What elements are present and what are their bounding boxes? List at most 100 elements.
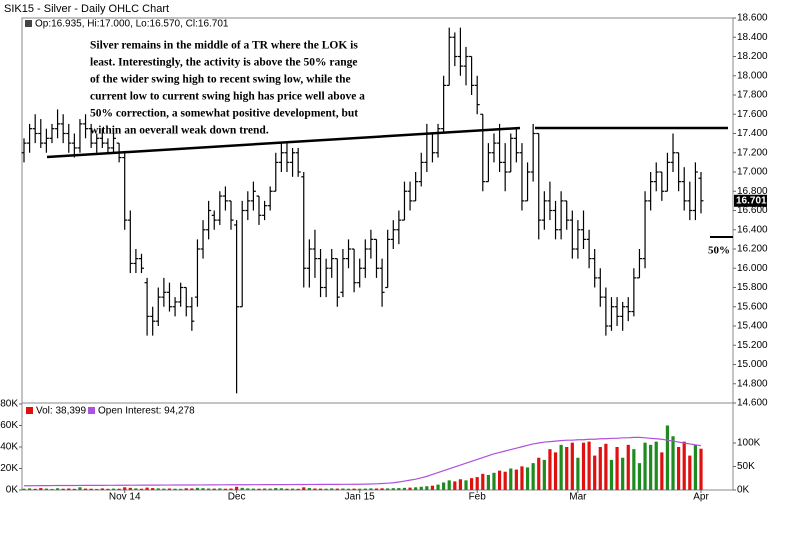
y-tick-label: 17.000 — [737, 167, 768, 178]
volume-bar — [134, 488, 138, 490]
volume-bar — [615, 447, 619, 490]
volume-bar — [442, 482, 446, 490]
legend-swatch — [88, 407, 95, 414]
y-tick-label: 15.600 — [737, 301, 768, 312]
y-tick-label: 18.200 — [737, 51, 768, 62]
volume-bar — [559, 444, 563, 490]
volume-bar — [89, 488, 93, 490]
volume-bar — [408, 487, 412, 490]
volume-bar — [162, 488, 166, 490]
y-tick-label: 17.400 — [737, 128, 768, 139]
volume-bar — [240, 487, 244, 490]
volume-bar — [173, 488, 177, 490]
y-tick-label: 16.400 — [737, 224, 768, 235]
volume-bar — [151, 488, 155, 490]
volume-bar — [677, 447, 681, 490]
info-swatch — [25, 20, 32, 27]
open-interest-line — [23, 436, 702, 487]
y-tick-label: 0K — [737, 485, 750, 496]
volume-bar — [637, 463, 642, 490]
volume-bar — [307, 488, 311, 490]
volume-bar — [313, 488, 317, 490]
volume-bar — [693, 444, 698, 490]
volume-bar — [145, 487, 149, 490]
y-tick-label: 16.600 — [737, 205, 768, 216]
y-tick-label: 60K — [0, 420, 18, 431]
y-tick-label: 18.400 — [737, 32, 768, 43]
volume-bar — [346, 488, 351, 490]
volume-bar — [464, 480, 468, 490]
volume-bar — [509, 468, 513, 490]
volume-bar — [262, 488, 267, 490]
volume-bar — [39, 488, 43, 490]
volume-bar — [565, 447, 569, 490]
volume-bar — [531, 463, 535, 490]
volume-bar — [402, 487, 407, 490]
volume-bar — [27, 488, 32, 490]
volume-bar — [72, 488, 76, 490]
volume-bar — [123, 487, 127, 490]
y-tick-label: 18.000 — [737, 70, 768, 81]
y-tick-label: 16.200 — [737, 244, 768, 255]
volume-bar — [95, 488, 99, 490]
volume-bar — [67, 488, 71, 490]
annotation-line: of the wider swing high to recent swing … — [90, 74, 351, 86]
volume-bar — [61, 488, 65, 490]
volume-bar — [587, 441, 591, 490]
annotation-line: Silver remains in the middle of a TR whe… — [90, 40, 358, 52]
y-tick-label: 15.800 — [737, 282, 768, 293]
y-tick-label: 15.400 — [737, 321, 768, 332]
volume-bar — [649, 444, 653, 490]
ohlc-info: Op:16.935, Hi:17.000, Lo:16.570, Cl:16.7… — [35, 19, 229, 30]
volume-bar — [257, 488, 261, 490]
volume-bar — [358, 488, 362, 490]
volume-bar — [537, 457, 541, 490]
volume-panel — [21, 402, 734, 491]
volume-bar — [475, 477, 479, 490]
volume-bar — [470, 478, 474, 490]
y-tick-label: 40K — [0, 442, 18, 453]
volume-bar — [139, 488, 144, 490]
volume-bar — [83, 488, 88, 490]
volume-bar — [632, 449, 636, 490]
volume-bar — [386, 488, 390, 490]
y-tick-label: 15.000 — [737, 359, 768, 370]
annotation-line: 50% correction, a somewhat positive deve… — [90, 108, 358, 120]
y-tick-label: 15.200 — [737, 340, 768, 351]
volume-bar — [609, 459, 614, 490]
last-price-label: 16.701 — [736, 195, 767, 206]
x-tick-label: Apr — [693, 492, 709, 503]
volume-bar — [643, 442, 647, 490]
volume-bar — [699, 448, 703, 490]
volume-bar — [525, 467, 530, 490]
volume-bar — [363, 488, 367, 490]
volume-bar — [167, 488, 172, 490]
volume-bar — [179, 488, 183, 490]
volume-bar — [50, 488, 54, 490]
volume-bar — [660, 452, 664, 490]
volume-bar — [548, 449, 552, 490]
volume-bar — [570, 442, 574, 490]
volume-bar — [201, 488, 205, 490]
volume-bar — [397, 488, 401, 490]
volume-bar — [654, 441, 658, 490]
x-tick-label: Nov 14 — [109, 492, 141, 503]
y-tick-label: 14.600 — [737, 398, 768, 409]
y-tick-label: 16.000 — [737, 263, 768, 274]
y-tick-label: 18.600 — [737, 13, 768, 24]
volume-bar — [665, 425, 670, 490]
volume-bar — [44, 488, 48, 490]
volume-bar — [391, 488, 395, 490]
volume-bar — [626, 444, 630, 490]
legend-swatch — [26, 407, 33, 414]
y-tick-label: 17.600 — [737, 109, 768, 120]
volume-bar — [497, 470, 502, 490]
y-tick-label: 100K — [737, 438, 761, 449]
volume-bar — [302, 487, 306, 490]
volume-bar — [251, 488, 255, 490]
volume-bar — [542, 459, 546, 490]
volume-bar — [688, 455, 692, 490]
volume-bar — [274, 488, 278, 490]
y-tick-label: 17.800 — [737, 90, 768, 101]
